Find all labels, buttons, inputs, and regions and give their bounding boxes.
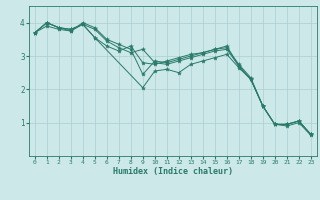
X-axis label: Humidex (Indice chaleur): Humidex (Indice chaleur) bbox=[113, 167, 233, 176]
